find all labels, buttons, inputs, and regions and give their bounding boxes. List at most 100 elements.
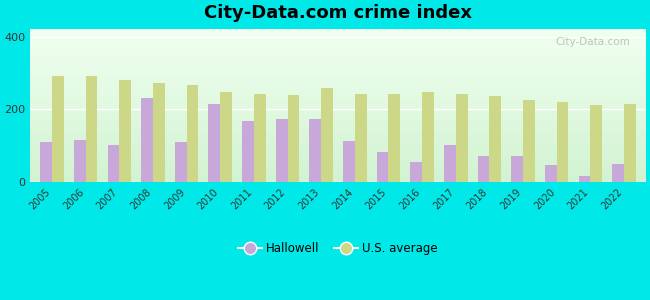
Bar: [30, 148, 646, 149]
Bar: [220, 92, 232, 182]
Bar: [175, 142, 187, 182]
Bar: [30, 132, 646, 133]
Bar: [422, 92, 434, 182]
Bar: [30, 179, 646, 180]
Bar: [30, 147, 646, 148]
Bar: [30, 140, 646, 141]
Bar: [30, 39, 646, 40]
Bar: [30, 113, 646, 114]
Bar: [30, 157, 646, 158]
Bar: [30, 97, 646, 98]
Bar: [30, 100, 646, 101]
Bar: [30, 110, 646, 111]
Bar: [30, 30, 646, 31]
Bar: [30, 106, 646, 107]
Bar: [30, 142, 646, 143]
Bar: [30, 178, 646, 179]
Bar: [30, 34, 646, 35]
Bar: [30, 144, 646, 145]
Bar: [30, 60, 646, 61]
Bar: [30, 65, 646, 66]
Bar: [276, 119, 287, 182]
Bar: [30, 78, 646, 79]
Legend: Hallowell, U.S. average: Hallowell, U.S. average: [238, 242, 438, 255]
Bar: [30, 54, 646, 55]
Bar: [30, 71, 646, 72]
Bar: [30, 94, 646, 95]
Bar: [254, 94, 266, 182]
Bar: [30, 141, 646, 142]
Bar: [30, 122, 646, 123]
Bar: [30, 103, 646, 104]
Bar: [30, 154, 646, 155]
Bar: [30, 68, 646, 69]
Bar: [30, 123, 646, 124]
Bar: [187, 85, 198, 182]
Bar: [30, 120, 646, 121]
Bar: [30, 79, 646, 80]
Bar: [309, 119, 321, 182]
Bar: [30, 173, 646, 174]
Bar: [321, 88, 333, 182]
Bar: [30, 74, 646, 75]
Bar: [30, 83, 646, 84]
Bar: [30, 57, 646, 58]
Bar: [30, 72, 646, 73]
Bar: [30, 177, 646, 178]
Bar: [30, 48, 646, 49]
Bar: [30, 75, 646, 76]
Bar: [30, 150, 646, 151]
Bar: [30, 108, 646, 109]
Title: City-Data.com crime index: City-Data.com crime index: [204, 4, 472, 22]
Bar: [30, 59, 646, 60]
Bar: [30, 87, 646, 88]
Bar: [30, 95, 646, 96]
Bar: [30, 160, 646, 161]
Bar: [242, 121, 254, 182]
Bar: [30, 102, 646, 103]
Bar: [30, 33, 646, 34]
Bar: [30, 168, 646, 169]
Bar: [30, 50, 646, 51]
Bar: [30, 58, 646, 59]
Bar: [30, 121, 646, 122]
Bar: [343, 141, 355, 182]
Bar: [86, 76, 97, 182]
Bar: [444, 145, 456, 182]
Bar: [30, 143, 646, 144]
Bar: [40, 142, 52, 182]
Bar: [30, 82, 646, 83]
Bar: [30, 91, 646, 92]
Bar: [30, 139, 646, 140]
Bar: [52, 76, 64, 182]
Bar: [612, 164, 624, 182]
Bar: [30, 169, 646, 170]
Bar: [30, 134, 646, 135]
Bar: [30, 46, 646, 47]
Bar: [30, 61, 646, 62]
Bar: [456, 94, 467, 182]
Bar: [30, 76, 646, 77]
Bar: [30, 86, 646, 87]
Bar: [30, 118, 646, 119]
Bar: [30, 88, 646, 89]
Bar: [30, 146, 646, 147]
Bar: [141, 98, 153, 182]
Bar: [30, 171, 646, 172]
Bar: [30, 51, 646, 52]
Bar: [30, 89, 646, 90]
Bar: [30, 41, 646, 42]
Bar: [30, 135, 646, 136]
Bar: [624, 104, 636, 182]
Bar: [30, 131, 646, 132]
Bar: [590, 105, 602, 182]
Bar: [30, 107, 646, 108]
Bar: [30, 176, 646, 177]
Bar: [30, 133, 646, 134]
Bar: [107, 145, 120, 182]
Text: City-Data.com: City-Data.com: [556, 37, 630, 47]
Bar: [30, 170, 646, 171]
Bar: [30, 166, 646, 167]
Bar: [30, 47, 646, 48]
Bar: [578, 176, 590, 182]
